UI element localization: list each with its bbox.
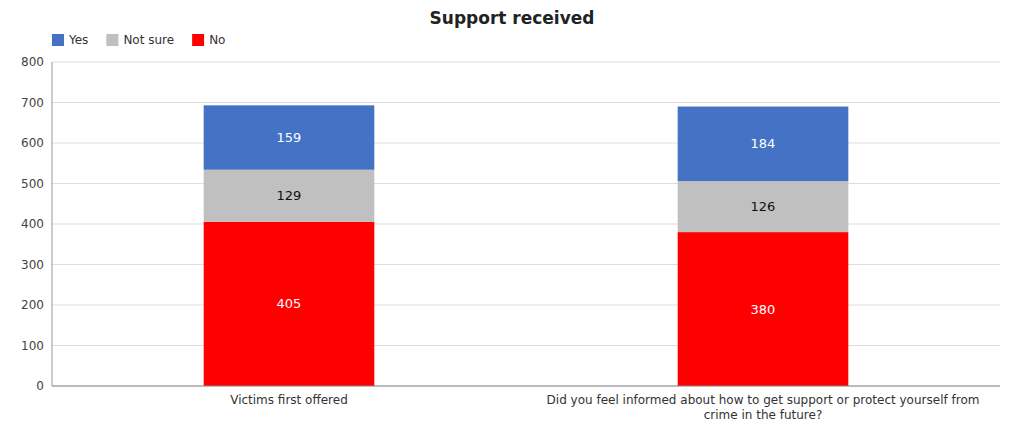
legend-swatch: [192, 34, 204, 46]
bar-segment: [678, 181, 849, 232]
grid-line: [52, 102, 1000, 103]
data-labels: 405 380 129 126 159 184: [277, 130, 776, 317]
y-axis-line: [52, 62, 53, 386]
y-tick-label: 300: [21, 258, 44, 272]
grid-line: [52, 345, 1000, 346]
bar-segment: [678, 107, 849, 182]
grid-line: [52, 183, 1000, 184]
bars: [204, 105, 849, 386]
y-tick-label: 800: [21, 55, 44, 69]
grid: [52, 62, 1000, 386]
bar-segment: [204, 170, 375, 222]
bar-segment: [204, 222, 375, 386]
grid-line: [52, 305, 1000, 306]
grid-line: [52, 386, 1000, 387]
grid-line: [52, 62, 1000, 63]
legend-item: No: [192, 33, 225, 47]
data-label: 380: [751, 302, 776, 317]
grid-line: [52, 143, 1000, 144]
legend-label: No: [209, 33, 225, 47]
y-tick-label: 0: [36, 379, 44, 393]
data-label: 159: [277, 130, 302, 145]
legend-swatch: [52, 34, 64, 46]
data-label: 405: [277, 296, 302, 311]
data-label: 129: [277, 188, 302, 203]
y-tick-label: 100: [21, 339, 44, 353]
legend-item: Yes: [52, 33, 88, 47]
y-tick-label: 500: [21, 177, 44, 191]
grid-line: [52, 264, 1000, 265]
bar-segment: [204, 105, 375, 169]
title: Support received: [430, 8, 595, 28]
data-label: 184: [751, 136, 776, 151]
chart: Support received 0 100 200 300 400 500 600 700 80…: [0, 0, 1024, 444]
legend-swatch: [106, 34, 118, 46]
y-tick-label: 700: [21, 96, 44, 110]
legend: Yes Not sure No: [52, 33, 225, 47]
data-label: 126: [751, 199, 776, 214]
x-tick-label: Did you feel informed about how to get s…: [547, 393, 980, 422]
x-axis-line: [52, 386, 1000, 387]
y-tick-label: 600: [21, 136, 44, 150]
x-tick-label: Victims first offered: [230, 393, 348, 407]
legend-item: Not sure: [106, 33, 174, 47]
legend-label: Not sure: [123, 33, 174, 47]
legend-label: Yes: [68, 33, 88, 47]
grid-line: [52, 224, 1000, 225]
bar-segment: [678, 232, 849, 386]
chart-container: Support received 0 100 200 300 400 500 600 700 80…: [0, 0, 1024, 444]
y-tick-label: 200: [21, 298, 44, 312]
y-tick-label: 400: [21, 217, 44, 231]
